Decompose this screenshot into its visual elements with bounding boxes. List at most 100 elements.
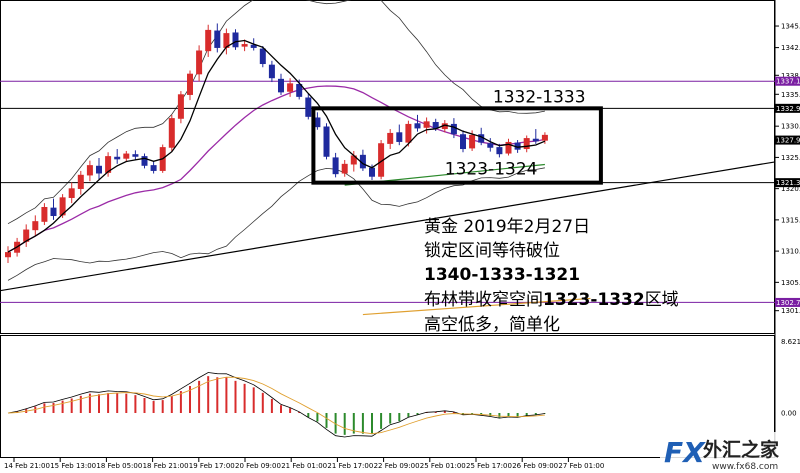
bollinger-lower xyxy=(7,167,545,281)
macd-line xyxy=(7,372,545,438)
candle-body-43 xyxy=(396,132,403,142)
annotation-line-2: 锁定区间等待破位 xyxy=(424,241,560,261)
candle-body-20 xyxy=(187,73,193,95)
macd-signal xyxy=(7,376,545,435)
candle-body-44 xyxy=(405,123,412,143)
candle-body-7 xyxy=(68,188,75,198)
candle-body-40 xyxy=(369,167,375,177)
time-label-0: 14 Feb 21:00 xyxy=(4,462,50,470)
candle-body-54 xyxy=(496,147,503,155)
price-tag-3: 1321.38 xyxy=(776,179,800,187)
candle-body-18 xyxy=(168,118,175,148)
annotation-line-1: 黄金 2019年2月27日 xyxy=(424,217,590,237)
candle-body-34 xyxy=(314,117,321,128)
candle-body-0 xyxy=(5,252,11,258)
candle-body-26 xyxy=(241,44,248,47)
moving-average-fast xyxy=(7,39,546,253)
brand-name: 外汇之家 xyxy=(703,438,780,461)
candle-body-41 xyxy=(378,143,385,177)
candle-body-2 xyxy=(23,229,30,242)
time-label-12: 27 Feb 01:00 xyxy=(558,462,604,470)
range-box: 1332-1333 1323-1324 xyxy=(311,87,603,185)
candle-body-38 xyxy=(350,155,357,165)
candle-body-10 xyxy=(96,165,102,174)
annotation-line-3: 1340-1333-1321 xyxy=(424,265,580,285)
time-axis: 14 Feb 21:00 15 Feb 13:00 18 Feb 05:00 18 F… xyxy=(4,458,604,470)
candle-body-9 xyxy=(86,165,93,176)
moving-averages xyxy=(7,39,546,253)
candle-body-48 xyxy=(441,123,448,130)
price-tag-4: 1302.78 xyxy=(776,299,800,307)
price-label-3: 1335.10 xyxy=(781,91,800,99)
candle-body-52 xyxy=(478,134,485,143)
candle-body-59 xyxy=(541,134,548,141)
price-tag-1: 1332.92 xyxy=(776,105,800,113)
bollinger-middle xyxy=(7,85,546,253)
candle-body-24 xyxy=(223,33,230,48)
candle-body-53 xyxy=(487,143,494,148)
candle-body-5 xyxy=(50,207,57,217)
price-label-9: 1305.90 xyxy=(781,279,800,287)
range-rect xyxy=(311,106,603,185)
bollinger-bands xyxy=(7,0,546,281)
box-label-lower: 1323-1324 xyxy=(445,160,538,180)
candle-body-42 xyxy=(387,132,394,144)
candle-body-11 xyxy=(105,156,112,173)
candle-body-45 xyxy=(414,123,421,129)
price-tag-bg-0 xyxy=(775,76,800,86)
time-label-6: 21 Feb 01:00 xyxy=(281,462,327,470)
candle-body-36 xyxy=(332,157,339,175)
price-tag-bg-4 xyxy=(775,297,800,307)
candle-body-16 xyxy=(150,165,157,171)
annotation-line-4-pre: 布林带收窄空间 xyxy=(424,290,543,310)
candle-body-12 xyxy=(114,156,121,160)
macd-top-label: 8.621 xyxy=(781,338,800,346)
price-label-0: 1345.70 xyxy=(781,23,800,31)
candle-body-57 xyxy=(523,138,530,150)
time-label-10: 25 Feb 17:00 xyxy=(466,462,512,470)
candlesticks xyxy=(5,23,548,264)
candle-body-58 xyxy=(532,138,539,142)
candle-body-55 xyxy=(505,141,512,154)
main-panel-border xyxy=(0,0,775,334)
time-label-7: 21 Feb 17:00 xyxy=(327,462,373,470)
candle-body-29 xyxy=(268,64,275,79)
candle-body-49 xyxy=(450,123,457,135)
price-label-1: 1342.35 xyxy=(781,44,800,52)
brand-fx: FX xyxy=(664,436,706,469)
horizontal-levels xyxy=(0,80,775,303)
time-label-1: 15 Feb 13:00 xyxy=(50,462,96,470)
annotation-line-4-range: 1323-1332 xyxy=(543,290,645,310)
candle-body-32 xyxy=(296,83,303,97)
candle-body-33 xyxy=(305,97,312,117)
candle-body-30 xyxy=(278,78,284,93)
price-tag-bg-1 xyxy=(775,103,800,113)
candle-body-47 xyxy=(432,121,439,129)
time-label-4: 19 Feb 17:00 xyxy=(189,462,235,470)
price-tag-bg-2 xyxy=(775,135,800,145)
macd-zero-label: 0.00 xyxy=(781,410,797,418)
candle-body-37 xyxy=(341,163,348,174)
candle-body-14 xyxy=(132,154,139,157)
trendline-lower xyxy=(362,297,591,316)
price-label-10: 1301.50 xyxy=(781,307,800,315)
candle-body-22 xyxy=(205,29,212,52)
price-label-8: 1310.75 xyxy=(781,248,800,256)
price-tag-2: 1327.99 xyxy=(776,137,800,145)
candle-body-8 xyxy=(77,174,84,189)
bollinger-upper xyxy=(7,0,545,225)
price-label-4: 1330.15 xyxy=(781,123,800,131)
candle-body-13 xyxy=(123,153,130,159)
price-tag-0: 1337.13 xyxy=(776,78,800,86)
price-label-2: 1338.05 xyxy=(781,72,800,80)
time-label-8: 22 Feb 09:00 xyxy=(374,462,420,470)
candle-body-4 xyxy=(41,206,48,222)
candle-body-39 xyxy=(359,154,366,169)
candle-body-56 xyxy=(514,142,521,150)
price-label-5: 1325.30 xyxy=(781,154,800,162)
candle-body-19 xyxy=(177,94,184,119)
candle-body-51 xyxy=(469,134,476,149)
time-label-9: 25 Feb 01:00 xyxy=(420,462,466,470)
annotation-line-5: 高空低多，简单化 xyxy=(424,315,560,335)
